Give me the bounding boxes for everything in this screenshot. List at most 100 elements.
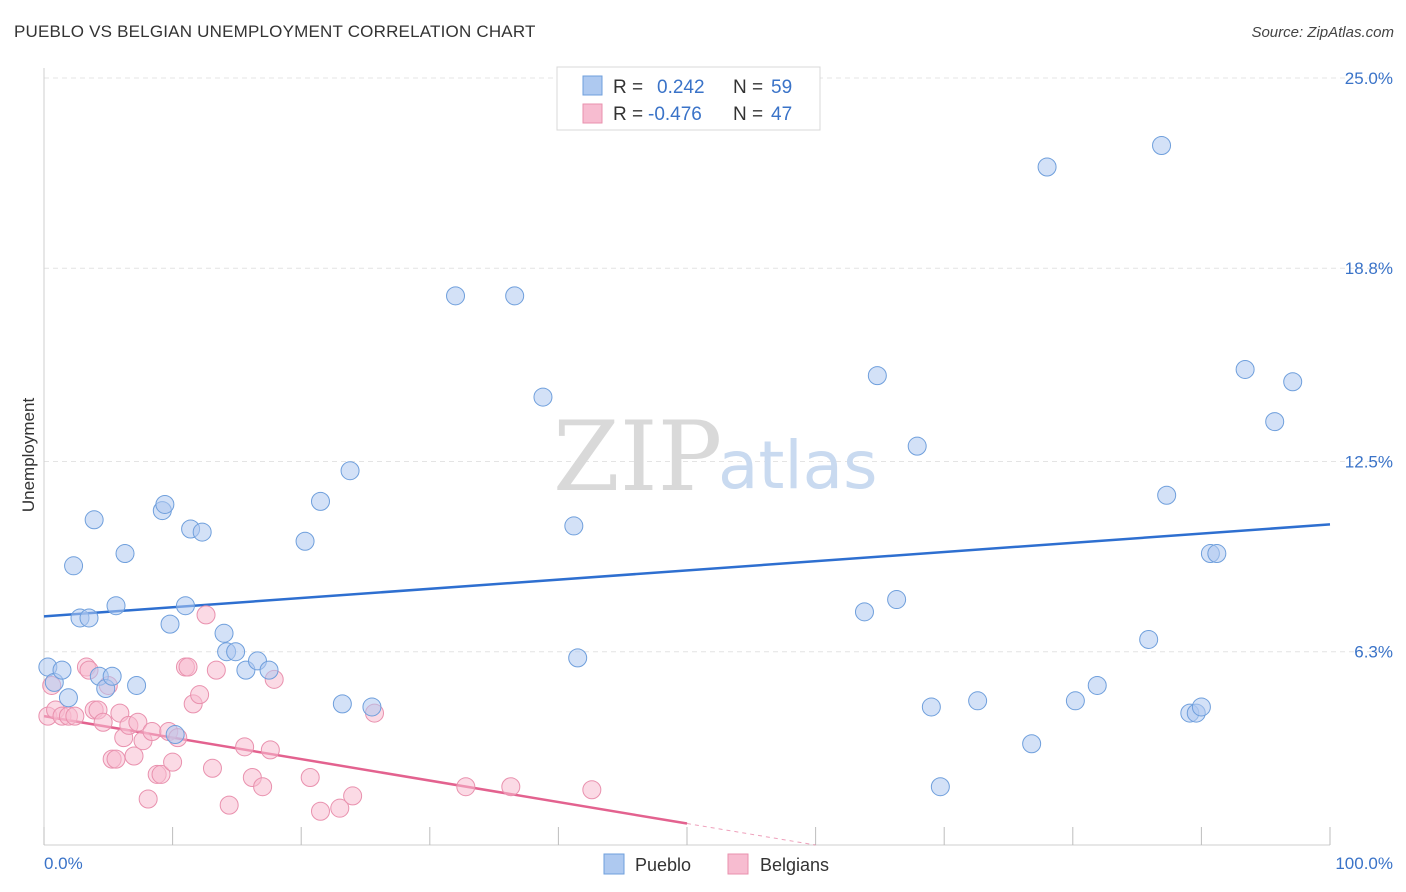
point-pueblo-4 [64,556,84,576]
point-pueblo-7 [84,510,104,530]
y-tick-label-2: 18.8% [1345,259,1393,278]
point-belgians-40 [300,768,320,788]
point-belgians-33 [206,660,226,680]
point-pueblo-39 [887,590,907,610]
point-pueblo-50 [1157,485,1177,505]
grid [44,77,1393,653]
point-pueblo-37 [854,602,874,622]
point-pueblo-30 [340,461,360,481]
point-belgians-10 [93,712,113,732]
x-tick-min: 0.0% [44,854,83,873]
point-pueblo-18 [175,596,195,616]
point-pueblo-21 [214,623,234,643]
point-belgians-18 [128,712,148,732]
point-pueblo-3 [58,688,78,708]
point-pueblo-53 [1191,697,1211,717]
legend-r-label-pueblo: R = [613,77,643,98]
bottom-legend-label-pueblo: Pueblo [635,855,691,875]
point-belgians-46 [501,777,521,797]
point-pueblo-48 [1139,629,1159,649]
point-pueblo-58 [1283,372,1303,392]
watermark-atlas: atlas [718,427,878,504]
point-pueblo-20 [192,522,212,542]
point-belgians-38 [260,740,280,760]
point-belgians-21 [142,721,162,741]
trend-lines [43,523,1331,846]
point-belgians-35 [235,737,255,757]
point-pueblo-34 [533,387,553,407]
point-belgians-43 [343,786,363,806]
point-pueblo-26 [259,660,279,680]
legend-n-value-pueblo: 59 [771,77,792,98]
point-pueblo-44 [1022,734,1042,754]
point-belgians-31 [196,605,216,625]
point-belgians-45 [456,777,476,797]
legend: R = 0.242 N = 59 R = -0.476 N = 47 [556,66,821,131]
point-pueblo-33 [505,286,525,306]
legend-n-label-pueblo: N = [733,77,763,98]
point-belgians-20 [138,789,158,809]
point-belgians-37 [253,777,273,797]
y-axis-title: Unemployment [19,398,38,513]
point-pueblo-41 [921,697,941,717]
point-pueblo-43 [968,691,988,711]
point-belgians-30 [190,685,210,705]
point-pueblo-15 [155,494,175,514]
x-tick-max: 100.0% [1335,854,1393,873]
point-pueblo-42 [930,777,950,797]
bottom-legend-swatch-pueblo [603,853,625,875]
point-pueblo-23 [226,642,246,662]
point-pueblo-45 [1037,157,1057,177]
legend-swatch-pueblo [582,75,603,96]
point-pueblo-13 [127,675,147,695]
point-belgians-5 [65,706,85,726]
point-belgians-23 [151,764,171,784]
bottom-legend-label-belgians: Belgians [760,855,829,875]
point-belgians-17 [124,746,144,766]
point-pueblo-32 [446,286,466,306]
y-tick-labels: 6.3% 12.5% 18.8% 25.0% [1345,69,1393,662]
point-belgians-42 [330,798,350,818]
point-pueblo-47 [1087,675,1107,695]
point-pueblo-35 [564,516,584,536]
point-pueblo-55 [1207,544,1227,564]
point-belgians-13 [106,749,126,769]
point-belgians-34 [219,795,239,815]
point-pueblo-36 [568,648,588,668]
trend-line-belgians-extension [686,823,816,846]
point-pueblo-28 [310,491,330,511]
legend-r-value-belgians: -0.476 [648,104,702,125]
data-points [38,135,1303,821]
point-pueblo-57 [1265,412,1285,432]
point-pueblo-10 [102,666,122,686]
point-pueblo-56 [1235,359,1255,379]
point-pueblo-31 [362,697,382,717]
y-tick-label-1: 12.5% [1345,453,1393,472]
legend-r-label-belgians: R = [613,104,643,125]
point-pueblo-17 [165,725,185,745]
point-belgians-41 [310,801,330,821]
legend-n-label-belgians: N = [733,104,763,125]
point-pueblo-49 [1152,135,1172,155]
legend-n-value-belgians: 47 [771,104,792,125]
point-belgians-47 [582,780,602,800]
source-label: Source: ZipAtlas.com [1251,24,1394,41]
point-pueblo-16 [160,614,180,634]
point-pueblo-2 [52,660,72,680]
bottom-legend-swatch-belgians [727,853,749,875]
y-tick-label-0: 6.3% [1354,643,1393,662]
point-pueblo-46 [1065,691,1085,711]
point-belgians-32 [202,758,222,778]
watermark: ZIP atlas [553,401,878,513]
y-tick-label-3: 25.0% [1345,69,1393,88]
trend-line-pueblo [43,523,1331,618]
legend-swatch-belgians [582,103,603,124]
point-pueblo-38 [867,366,887,386]
chart-title: PUEBLO VS BELGIAN UNEMPLOYMENT CORRELATI… [14,22,536,41]
point-belgians-25 [163,752,183,772]
point-pueblo-11 [106,596,126,616]
watermark-zip: ZIP [553,401,722,513]
point-pueblo-29 [332,694,352,714]
point-pueblo-27 [295,531,315,551]
